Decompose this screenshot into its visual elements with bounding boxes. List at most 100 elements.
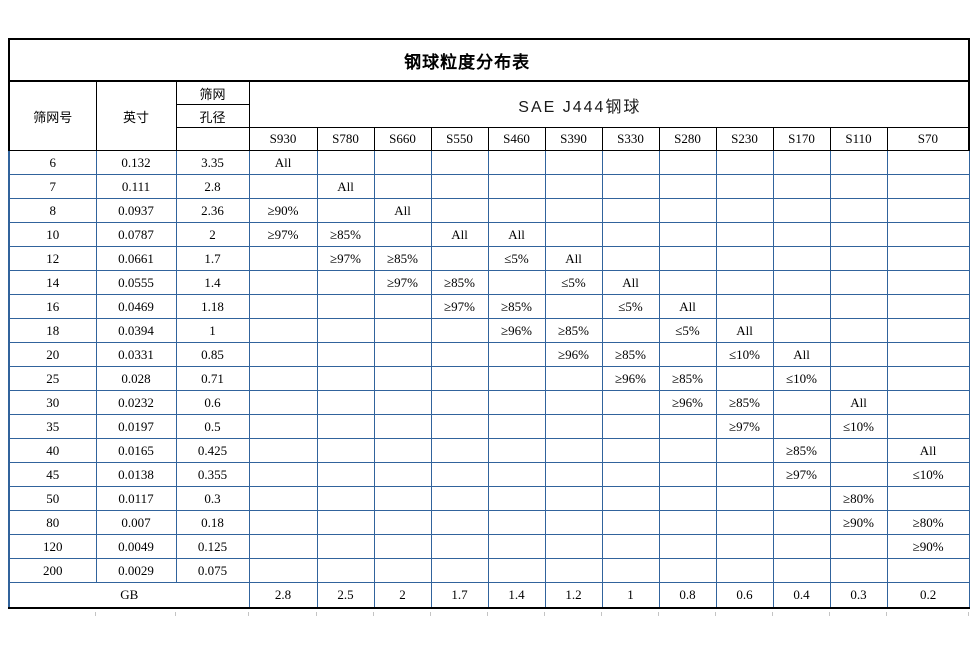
value-cell-s460 xyxy=(487,150,546,175)
table-row-mesh-16: 16 0.0469 1.18 ≥97% ≥85% ≤5% All xyxy=(8,294,978,319)
gb-value-s550: 1.7 xyxy=(430,582,489,609)
inch-cell: 0.0029 xyxy=(95,558,177,583)
value-cell-s930 xyxy=(248,342,318,367)
gb-value-s280: 0.8 xyxy=(658,582,717,609)
col-header-s230: S230 xyxy=(715,127,774,151)
col-header-mesh-number: 筛网号 xyxy=(8,80,97,151)
gridline-stub xyxy=(248,612,249,616)
value-cell-s460 xyxy=(487,414,546,439)
value-cell-s780 xyxy=(316,462,375,487)
gb-value-s460: 1.4 xyxy=(487,582,546,609)
value-cell-s390: ≤5% xyxy=(544,270,603,295)
value-cell-s110 xyxy=(829,150,888,175)
value-cell-s70 xyxy=(886,318,970,343)
value-cell-s780 xyxy=(316,318,375,343)
table-row-mesh-200: 200 0.0029 0.075 xyxy=(8,558,978,583)
value-cell-s170 xyxy=(772,294,831,319)
value-cell-s110 xyxy=(829,342,888,367)
value-cell-s780 xyxy=(316,270,375,295)
inch-cell: 0.111 xyxy=(95,174,177,199)
value-cell-s460: ≥96% xyxy=(487,318,546,343)
gb-label-cell: GB xyxy=(8,582,250,609)
value-cell-s170 xyxy=(772,150,831,175)
value-cell-s660 xyxy=(373,390,432,415)
inch-cell: 0.0138 xyxy=(95,462,177,487)
value-cell-s460 xyxy=(487,270,546,295)
value-cell-s460 xyxy=(487,198,546,223)
value-cell-s660: ≥97% xyxy=(373,270,432,295)
mesh-number-cell: 14 xyxy=(8,270,97,295)
mesh-number-cell: 6 xyxy=(8,150,97,175)
mesh-number-cell: 16 xyxy=(8,294,97,319)
value-cell-s230 xyxy=(715,270,774,295)
value-cell-s330: ≤5% xyxy=(601,294,660,319)
inch-cell: 0.0787 xyxy=(95,222,177,247)
gb-footer-row: GB 2.8 2.5 2 1.7 1.4 1.2 1 0.8 0.6 0.4 0.3 0.2 xyxy=(8,582,978,609)
value-cell-s330 xyxy=(601,198,660,223)
value-cell-s390 xyxy=(544,510,603,535)
value-cell-s660 xyxy=(373,486,432,511)
gridline-stub xyxy=(715,612,716,616)
inch-cell: 0.0937 xyxy=(95,198,177,223)
value-cell-s110 xyxy=(829,534,888,559)
value-cell-s390 xyxy=(544,486,603,511)
gridline-stub xyxy=(175,612,176,616)
value-cell-s110 xyxy=(829,318,888,343)
value-cell-s550 xyxy=(430,462,489,487)
value-cell-s390 xyxy=(544,174,603,199)
value-cell-s330 xyxy=(601,174,660,199)
table-title: 钢球粒度分布表 xyxy=(7,38,971,82)
aperture-cell: 1.18 xyxy=(175,294,250,319)
value-cell-s660 xyxy=(373,462,432,487)
aperture-cell: 2.36 xyxy=(175,198,250,223)
value-cell-s550: All xyxy=(430,222,489,247)
value-cell-s330: All xyxy=(601,270,660,295)
mesh-number-cell: 12 xyxy=(8,246,97,271)
value-cell-s390 xyxy=(544,438,603,463)
value-cell-s390 xyxy=(544,414,603,439)
aperture-cell: 0.3 xyxy=(175,486,250,511)
inch-cell: 0.028 xyxy=(95,366,177,391)
value-cell-s70 xyxy=(886,414,970,439)
value-cell-s280 xyxy=(658,222,717,247)
value-cell-s280 xyxy=(658,414,717,439)
value-cell-s550 xyxy=(430,150,489,175)
value-cell-s330 xyxy=(601,486,660,511)
mesh-number-cell: 8 xyxy=(8,198,97,223)
aperture-cell: 1.4 xyxy=(175,270,250,295)
aperture-cell: 1.7 xyxy=(175,246,250,271)
col-header-s460: S460 xyxy=(487,127,546,151)
value-cell-s780 xyxy=(316,534,375,559)
value-cell-s170 xyxy=(772,390,831,415)
aperture-cell: 3.35 xyxy=(175,150,250,175)
mesh-number-cell: 80 xyxy=(8,510,97,535)
value-cell-s280: ≥96% xyxy=(658,390,717,415)
value-cell-s780 xyxy=(316,558,375,583)
inch-cell: 0.0197 xyxy=(95,414,177,439)
gridline-stub xyxy=(601,612,602,616)
value-cell-s170 xyxy=(772,222,831,247)
value-cell-s280: All xyxy=(658,294,717,319)
gridline-stub xyxy=(772,612,773,616)
value-cell-s460 xyxy=(487,534,546,559)
value-cell-s330 xyxy=(601,438,660,463)
value-cell-s550 xyxy=(430,558,489,583)
mesh-number-cell: 45 xyxy=(8,462,97,487)
value-cell-s660: All xyxy=(373,198,432,223)
value-cell-s280 xyxy=(658,174,717,199)
value-cell-s550 xyxy=(430,318,489,343)
value-cell-s280 xyxy=(658,246,717,271)
value-cell-s330 xyxy=(601,390,660,415)
col-header-aperture-line2: 孔径 xyxy=(175,104,250,128)
value-cell-s460 xyxy=(487,486,546,511)
inch-cell: 0.0661 xyxy=(95,246,177,271)
aperture-cell: 0.85 xyxy=(175,342,250,367)
value-cell-s460: ≥85% xyxy=(487,294,546,319)
gridline-stub xyxy=(968,612,969,616)
value-cell-s390 xyxy=(544,150,603,175)
value-cell-s230 xyxy=(715,198,774,223)
value-cell-s780 xyxy=(316,486,375,511)
table-row-mesh-8: 8 0.0937 2.36 ≥90% All xyxy=(8,198,978,223)
mesh-number-cell: 20 xyxy=(8,342,97,367)
